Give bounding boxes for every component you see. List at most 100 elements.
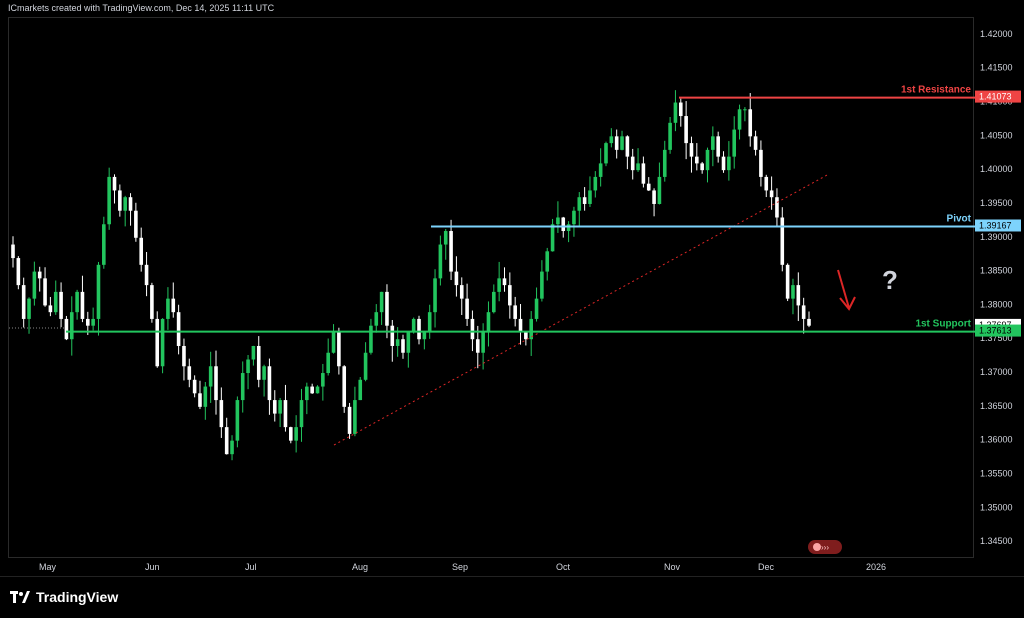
- candle-body: [518, 318, 523, 333]
- candle-body: [305, 386, 309, 401]
- candle-body: [118, 190, 122, 211]
- candle-body: [550, 224, 555, 252]
- candle-body: [75, 291, 79, 313]
- candle-body: [337, 332, 341, 367]
- candle-body: [315, 386, 320, 394]
- tradingview-logo[interactable]: TradingView: [10, 589, 118, 605]
- scroll-to-realtime-button[interactable]: ›››: [808, 540, 842, 554]
- candle-body: [139, 237, 144, 265]
- candle-body: [192, 379, 197, 394]
- time-tick-label: Dec: [758, 562, 775, 572]
- candle-body: [272, 400, 277, 414]
- candle-body: [566, 224, 571, 232]
- candle-body: [743, 109, 747, 111]
- plot-area[interactable]: 1st Resistance Pivot 1st Support ? ›››: [8, 17, 975, 559]
- candle-body: [433, 278, 437, 313]
- candle-body: [748, 109, 753, 137]
- price-tick-label: 1.39000: [980, 232, 1013, 242]
- time-tick-label: Nov: [664, 562, 681, 572]
- candle-body: [486, 312, 491, 333]
- time-tick-label: May: [39, 562, 57, 572]
- candle-body: [353, 400, 357, 434]
- question-mark: ?: [882, 265, 898, 295]
- price-tick-label: 1.37000: [980, 367, 1013, 377]
- candle-body: [769, 190, 774, 198]
- candle-body: [668, 122, 672, 150]
- candle-body: [96, 264, 101, 319]
- candle-body: [662, 149, 667, 177]
- candle-body: [492, 291, 496, 313]
- candle-body: [775, 197, 779, 218]
- candle-body: [470, 318, 475, 340]
- support-label: 1st Support: [915, 319, 971, 330]
- candle-body: [475, 339, 480, 353]
- candle-body: [198, 393, 202, 407]
- candle-body: [732, 129, 737, 157]
- candle-body: [203, 386, 208, 407]
- candle-body: [385, 291, 389, 326]
- candle-body: [102, 224, 106, 265]
- time-tick-label: 2026: [866, 562, 886, 572]
- price-tick-label: 1.38000: [980, 299, 1013, 309]
- candle-body: [534, 298, 539, 319]
- candle-body: [417, 318, 421, 340]
- candle-body: [721, 156, 726, 171]
- price-tick-label: 1.38500: [980, 266, 1013, 276]
- candle-body: [753, 136, 758, 150]
- candle-body: [524, 332, 528, 340]
- price-tick-label: 1.40000: [980, 164, 1013, 174]
- candle-body: [657, 176, 662, 204]
- candle-body: [224, 427, 229, 455]
- candle-body: [64, 318, 69, 340]
- candle-body: [235, 400, 240, 441]
- candle-body: [11, 244, 15, 259]
- candle-body: [208, 366, 213, 387]
- candle-body: [572, 210, 576, 225]
- down-arrow-icon: [837, 269, 856, 311]
- time-tick-label: Sep: [452, 562, 468, 572]
- candle-body: [32, 271, 37, 299]
- candle-body: [321, 373, 325, 387]
- footer: TradingView: [0, 576, 1024, 618]
- candle-body: [176, 312, 181, 346]
- tradingview-logo-icon: [10, 591, 30, 603]
- candle-body: [711, 136, 715, 150]
- candle-body: [678, 102, 683, 117]
- candle-body: [759, 149, 763, 177]
- pivot-label: Pivot: [947, 213, 972, 224]
- price-tick-label: 1.39500: [980, 198, 1013, 208]
- candle-body: [427, 312, 432, 333]
- candle-body: [454, 271, 459, 286]
- support-price: 1.37613: [979, 326, 1012, 336]
- candle-body: [785, 264, 790, 299]
- candle-body: [342, 366, 347, 407]
- candle-body: [363, 352, 368, 380]
- time-tick-label: Jun: [145, 562, 160, 572]
- candle-body: [288, 427, 293, 441]
- candle-body: [401, 339, 405, 353]
- trend-line: [333, 173, 830, 446]
- brand-name: TradingView: [36, 589, 119, 605]
- candle-body: [91, 318, 95, 326]
- price-axis-svg: 1.420001.415001.410001.405001.400001.395…: [975, 29, 1021, 546]
- time-axis[interactable]: May Jun Jul Aug Sep Oct Nov Dec 2026: [8, 558, 974, 576]
- candle-body: [187, 366, 192, 380]
- candle-body: [588, 190, 592, 204]
- candle-body: [727, 156, 731, 171]
- candle-body: [374, 312, 379, 326]
- candle-body: [251, 345, 256, 360]
- candle-body: [379, 291, 384, 313]
- candle-body: [358, 379, 363, 401]
- price-tick-label: 1.35500: [980, 468, 1013, 478]
- resistance-badge: [975, 90, 1021, 103]
- price-tick-label: 1.34500: [980, 536, 1013, 546]
- candle-body: [561, 217, 566, 232]
- price-axis[interactable]: 1.420001.415001.410001.405001.400001.395…: [974, 17, 1024, 558]
- candle-body: [609, 136, 614, 144]
- price-chart[interactable]: 1st Resistance Pivot 1st Support ? ›››: [9, 18, 975, 559]
- candle-body: [443, 231, 448, 245]
- candle-body: [171, 298, 176, 313]
- pivot-price: 1.39167: [979, 220, 1012, 230]
- candle-body: [150, 285, 154, 319]
- candle-body: [230, 440, 234, 455]
